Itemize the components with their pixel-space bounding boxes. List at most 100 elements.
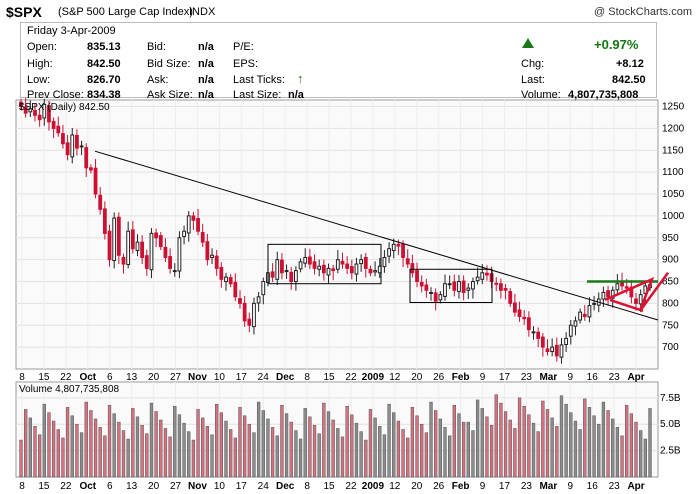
volume-bar: [434, 410, 438, 478]
annotation-overlays: [94, 150, 670, 321]
volume-bar: [401, 429, 405, 478]
volume-bar: [559, 395, 564, 478]
volume-label: Volume:: [521, 89, 561, 101]
volume-bar: [606, 410, 610, 478]
date-tick-label: 9: [480, 481, 486, 492]
volume-bar: [368, 409, 373, 478]
candle-body: [578, 311, 583, 321]
open-label: Open:: [27, 41, 57, 53]
volume-bar: [629, 413, 634, 478]
volume-bar: [592, 415, 596, 478]
candle-body: [517, 309, 522, 318]
candle-body: [503, 288, 508, 291]
volume-tick-label: 5.0B: [660, 419, 681, 430]
candle-body: [573, 320, 578, 327]
volume-bar: [531, 422, 536, 478]
candle-body: [289, 271, 294, 283]
volume-bar: [28, 417, 32, 478]
volume-bar: [121, 430, 126, 478]
date-tick-label: 12: [389, 481, 401, 492]
volume-tick-label: 2.5B: [660, 446, 681, 457]
ask-value: n/a: [198, 74, 214, 86]
date-tick-label: Oct: [79, 372, 96, 383]
candle-body: [615, 283, 620, 291]
volume-bar: [37, 434, 42, 478]
date-tick-label: 27: [170, 481, 182, 492]
candle-body: [75, 134, 79, 149]
date-tick-label: 20: [148, 372, 160, 383]
candle-body: [61, 133, 65, 145]
volume-bar: [256, 401, 261, 478]
candle-body: [256, 296, 261, 304]
volume-bar: [79, 432, 84, 478]
date-tick-label: 20: [411, 372, 423, 383]
date-tick-label: 22: [345, 481, 357, 492]
candle-body: [135, 241, 140, 251]
candle-body: [624, 286, 629, 289]
candle-body: [47, 105, 51, 123]
volume-bar: [308, 416, 312, 478]
consolidation-box-dec: [267, 243, 382, 285]
price-tick-label: 1000: [662, 211, 685, 222]
candle-body: [293, 270, 298, 283]
date-tick-label: 15: [323, 372, 335, 383]
candle-body: [354, 263, 359, 275]
date-tick-label: 6: [107, 481, 113, 492]
volume-bar: [159, 419, 163, 478]
volume-bar: [601, 401, 606, 478]
volume-bar: [294, 430, 298, 478]
volume-bar: [149, 402, 154, 478]
pe-label: P/E:: [233, 41, 254, 53]
low-label: Low:: [27, 74, 51, 86]
volume-bar: [634, 421, 638, 478]
volume-bar: [648, 408, 652, 478]
candle-body: [317, 265, 322, 270]
volume-bar: [187, 431, 191, 478]
candle-body: [554, 344, 559, 357]
volume-bar: [312, 425, 317, 478]
candle-body: [23, 106, 28, 114]
ask-size-label: Ask Size:: [147, 89, 193, 101]
volume-bar: [252, 432, 256, 478]
date-tick-label: 9: [480, 372, 486, 383]
date-tick-label: Apr: [627, 481, 644, 492]
volume-bar: [620, 435, 624, 478]
date-tick-label: 27: [170, 372, 182, 383]
volume-bar: [527, 414, 531, 478]
date-tick-label: 9: [567, 481, 573, 492]
candle-body: [116, 216, 121, 256]
candle-body: [79, 145, 84, 148]
candle-body: [321, 264, 326, 274]
volume-bar: [270, 427, 275, 478]
eps-label: EPS:: [233, 58, 259, 70]
date-tick-label: Nov: [188, 372, 207, 383]
prev-close-label: Prev Close:: [27, 89, 84, 101]
candle-body: [582, 313, 587, 318]
volume-bar: [541, 400, 545, 478]
volume-bar: [112, 413, 116, 478]
volume-bar: [364, 439, 368, 478]
volume-bar: [24, 409, 28, 478]
candle-body: [51, 120, 56, 129]
volume-bar: [242, 415, 247, 478]
consolidation-box-feb: [409, 268, 493, 304]
date-tick-label: 13: [126, 372, 138, 383]
volume-bar: [345, 406, 349, 478]
brand-link[interactable]: @ StockCharts.com: [594, 6, 692, 18]
candle-body: [210, 254, 214, 258]
candle-body: [284, 270, 289, 273]
candle-body: [70, 134, 75, 158]
volume-bar: [103, 435, 107, 478]
volume-bar: [261, 410, 265, 478]
candle-body: [298, 261, 303, 270]
change-label: Chg:: [521, 58, 545, 70]
candle-body: [140, 241, 145, 258]
quote-panel: Friday 3-Apr-2009 Open: 835.13 High: 842…: [20, 22, 657, 101]
volume-bar: [475, 399, 480, 478]
candle-body: [312, 261, 317, 269]
candle-body: [19, 101, 23, 108]
date-tick-label: 23: [521, 372, 533, 383]
volume-bar: [508, 419, 512, 478]
volume-bar: [452, 404, 456, 478]
date-tick-label: 24: [258, 372, 270, 383]
